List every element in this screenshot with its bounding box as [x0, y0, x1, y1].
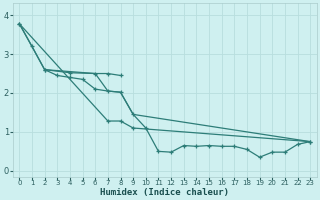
X-axis label: Humidex (Indice chaleur): Humidex (Indice chaleur): [100, 188, 229, 197]
